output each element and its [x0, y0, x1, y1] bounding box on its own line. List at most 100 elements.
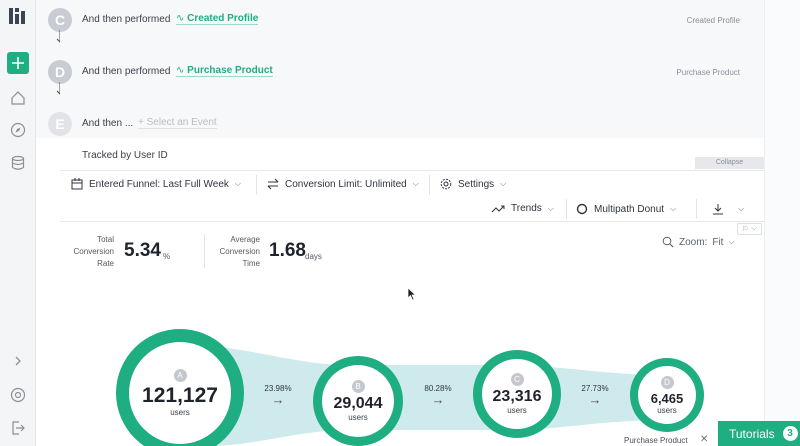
conversion-limit-dropdown[interactable]: Conversion Limit: Unlimited ⌵ — [267, 178, 419, 190]
wave-icon: ∿ — [176, 13, 188, 24]
tutorials-button[interactable]: Tutorials 3 — [718, 421, 800, 446]
toolbar: Entered Funnel: Last Full Week ⌵ Convers… — [60, 170, 764, 222]
multipath-donut-funnel: A 121,127 users 23.98% → B 29,044 users … — [60, 300, 764, 446]
zoom-control[interactable]: Zoom: Fit ⌵ — [662, 236, 735, 248]
zoom-label: Zoom: — [679, 236, 708, 248]
logout-icon[interactable] — [8, 418, 28, 438]
node-unit: users — [507, 406, 527, 415]
chevron-down-icon: ⌵ — [738, 204, 745, 213]
step-badge: E — [48, 112, 72, 136]
calendar-icon — [71, 178, 83, 190]
mouse-cursor-icon — [407, 287, 417, 301]
chevron-down-icon: ⌵ — [234, 179, 241, 188]
step-right-label: Purchase Product — [676, 68, 740, 77]
average-conversion-unit: days — [305, 252, 322, 261]
export-dropdown[interactable]: ⌵ — [712, 203, 744, 215]
tutorials-count-badge: 3 — [782, 426, 798, 441]
funnel-steps: C And then performed ∿ Created Profile C… — [36, 0, 764, 138]
app-logo-icon[interactable] — [9, 6, 27, 24]
total-conversion-label: Total Conversion Rate — [73, 235, 114, 268]
step-badge: C — [48, 8, 72, 32]
node-value: 23,316 — [492, 388, 542, 405]
tracked-by-label: Tracked by User ID — [82, 150, 168, 161]
settings-label: Settings — [458, 178, 495, 190]
chevron-down-icon: ⌵ — [670, 204, 677, 213]
conversion-rate-cd: 27.73% — [581, 384, 609, 393]
expand-chevron-icon[interactable] — [8, 351, 28, 371]
node-letter: D — [660, 375, 674, 389]
add-new-button[interactable] — [7, 52, 29, 74]
chevron-down-icon: ⌵ — [500, 179, 507, 188]
step-text: And then ... — [82, 118, 134, 129]
tutorials-label: Tutorials — [729, 426, 775, 441]
chevron-down-icon: ⌵ — [728, 237, 735, 246]
down-arrow-icon — [56, 82, 60, 95]
node-letter: C — [510, 373, 524, 386]
conversion-limit-label: Conversion Limit: Unlimited — [285, 178, 407, 190]
chart-type-label: Multipath Donut — [594, 203, 665, 215]
total-conversion-unit: % — [163, 252, 171, 261]
funnel-node-c[interactable]: C 23,316 users — [473, 350, 561, 438]
flag-dropdown[interactable]: ⚐ ⌵ — [737, 223, 762, 235]
node-unit: users — [348, 413, 368, 422]
funnel-range-label: Entered Funnel: Last Full Week — [89, 178, 229, 190]
zoom-value: Fit — [712, 236, 724, 248]
collapse-button[interactable]: Collapse — [695, 157, 764, 169]
node-value: 121,127 — [142, 384, 218, 407]
total-conversion-value: 5.34 — [124, 240, 161, 261]
database-icon[interactable] — [8, 153, 28, 173]
bottom-event-label: Purchase Product — [624, 436, 688, 445]
down-arrow-icon — [56, 30, 60, 43]
arrow-right-icon: → — [588, 392, 602, 407]
node-unit: users — [657, 405, 677, 415]
chevron-down-icon: ⌵ — [547, 203, 554, 213]
help-icon[interactable] — [8, 385, 28, 405]
step-e: E And then ... + Select an Event — [36, 106, 764, 140]
donut-icon — [576, 203, 588, 215]
gear-icon — [440, 178, 452, 190]
chevron-down-icon: ⌵ — [751, 225, 757, 232]
arrow-right-icon: → — [431, 392, 445, 407]
step-c: C And then performed ∿ Created Profile C… — [36, 2, 764, 36]
conversion-rate-bc: 80.28% — [424, 384, 452, 393]
funnel-node-d[interactable]: D 6,465 users — [630, 358, 704, 432]
select-event-link[interactable]: + Select an Event — [138, 117, 217, 129]
funnel-node-a[interactable]: A 121,127 users — [116, 329, 244, 446]
node-value: 29,044 — [333, 395, 383, 412]
step-event-link[interactable]: ∿ Created Profile — [176, 13, 259, 25]
step-badge: D — [48, 60, 72, 84]
node-letter: A — [173, 369, 187, 382]
settings-dropdown[interactable]: Settings ⌵ — [440, 178, 506, 190]
trends-label: Trends — [511, 203, 542, 214]
home-icon[interactable] — [8, 88, 28, 108]
wave-icon: ∿ — [176, 65, 188, 76]
arrow-right-icon: → — [271, 392, 285, 407]
compass-icon[interactable] — [8, 120, 28, 140]
flag-icon: ⚐ — [742, 226, 749, 233]
funnel-node-b[interactable]: B 29,044 users — [313, 356, 403, 446]
left-rail — [0, 0, 36, 446]
search-icon — [662, 236, 674, 248]
select-event-label: Select an Event — [146, 117, 217, 128]
chart-type-dropdown[interactable]: Multipath Donut ⌵ — [576, 203, 676, 215]
step-text: And then performed — [82, 66, 171, 77]
step-right-label: Created Profile — [686, 16, 740, 25]
node-unit: users — [170, 408, 190, 417]
step-event-label: Purchase Product — [187, 65, 273, 76]
plus-icon: + — [138, 117, 147, 128]
download-icon — [713, 204, 723, 215]
average-conversion-value: 1.68 — [269, 240, 306, 261]
trend-icon — [491, 205, 505, 212]
trends-dropdown[interactable]: Trends ⌵ — [491, 203, 554, 214]
conversion-rate-ab: 23.98% — [264, 384, 292, 393]
step-event-label: Created Profile — [187, 13, 259, 24]
node-letter: B — [351, 380, 365, 393]
right-gutter — [764, 0, 800, 446]
node-value: 6,465 — [650, 390, 684, 406]
step-text: And then performed — [82, 14, 171, 25]
funnel-range-dropdown[interactable]: Entered Funnel: Last Full Week ⌵ — [71, 178, 241, 190]
step-event-link[interactable]: ∿ Purchase Product — [176, 65, 273, 77]
close-icon[interactable]: ✕ — [700, 434, 709, 445]
plus-icon — [12, 57, 24, 69]
chevron-down-icon: ⌵ — [412, 179, 419, 188]
